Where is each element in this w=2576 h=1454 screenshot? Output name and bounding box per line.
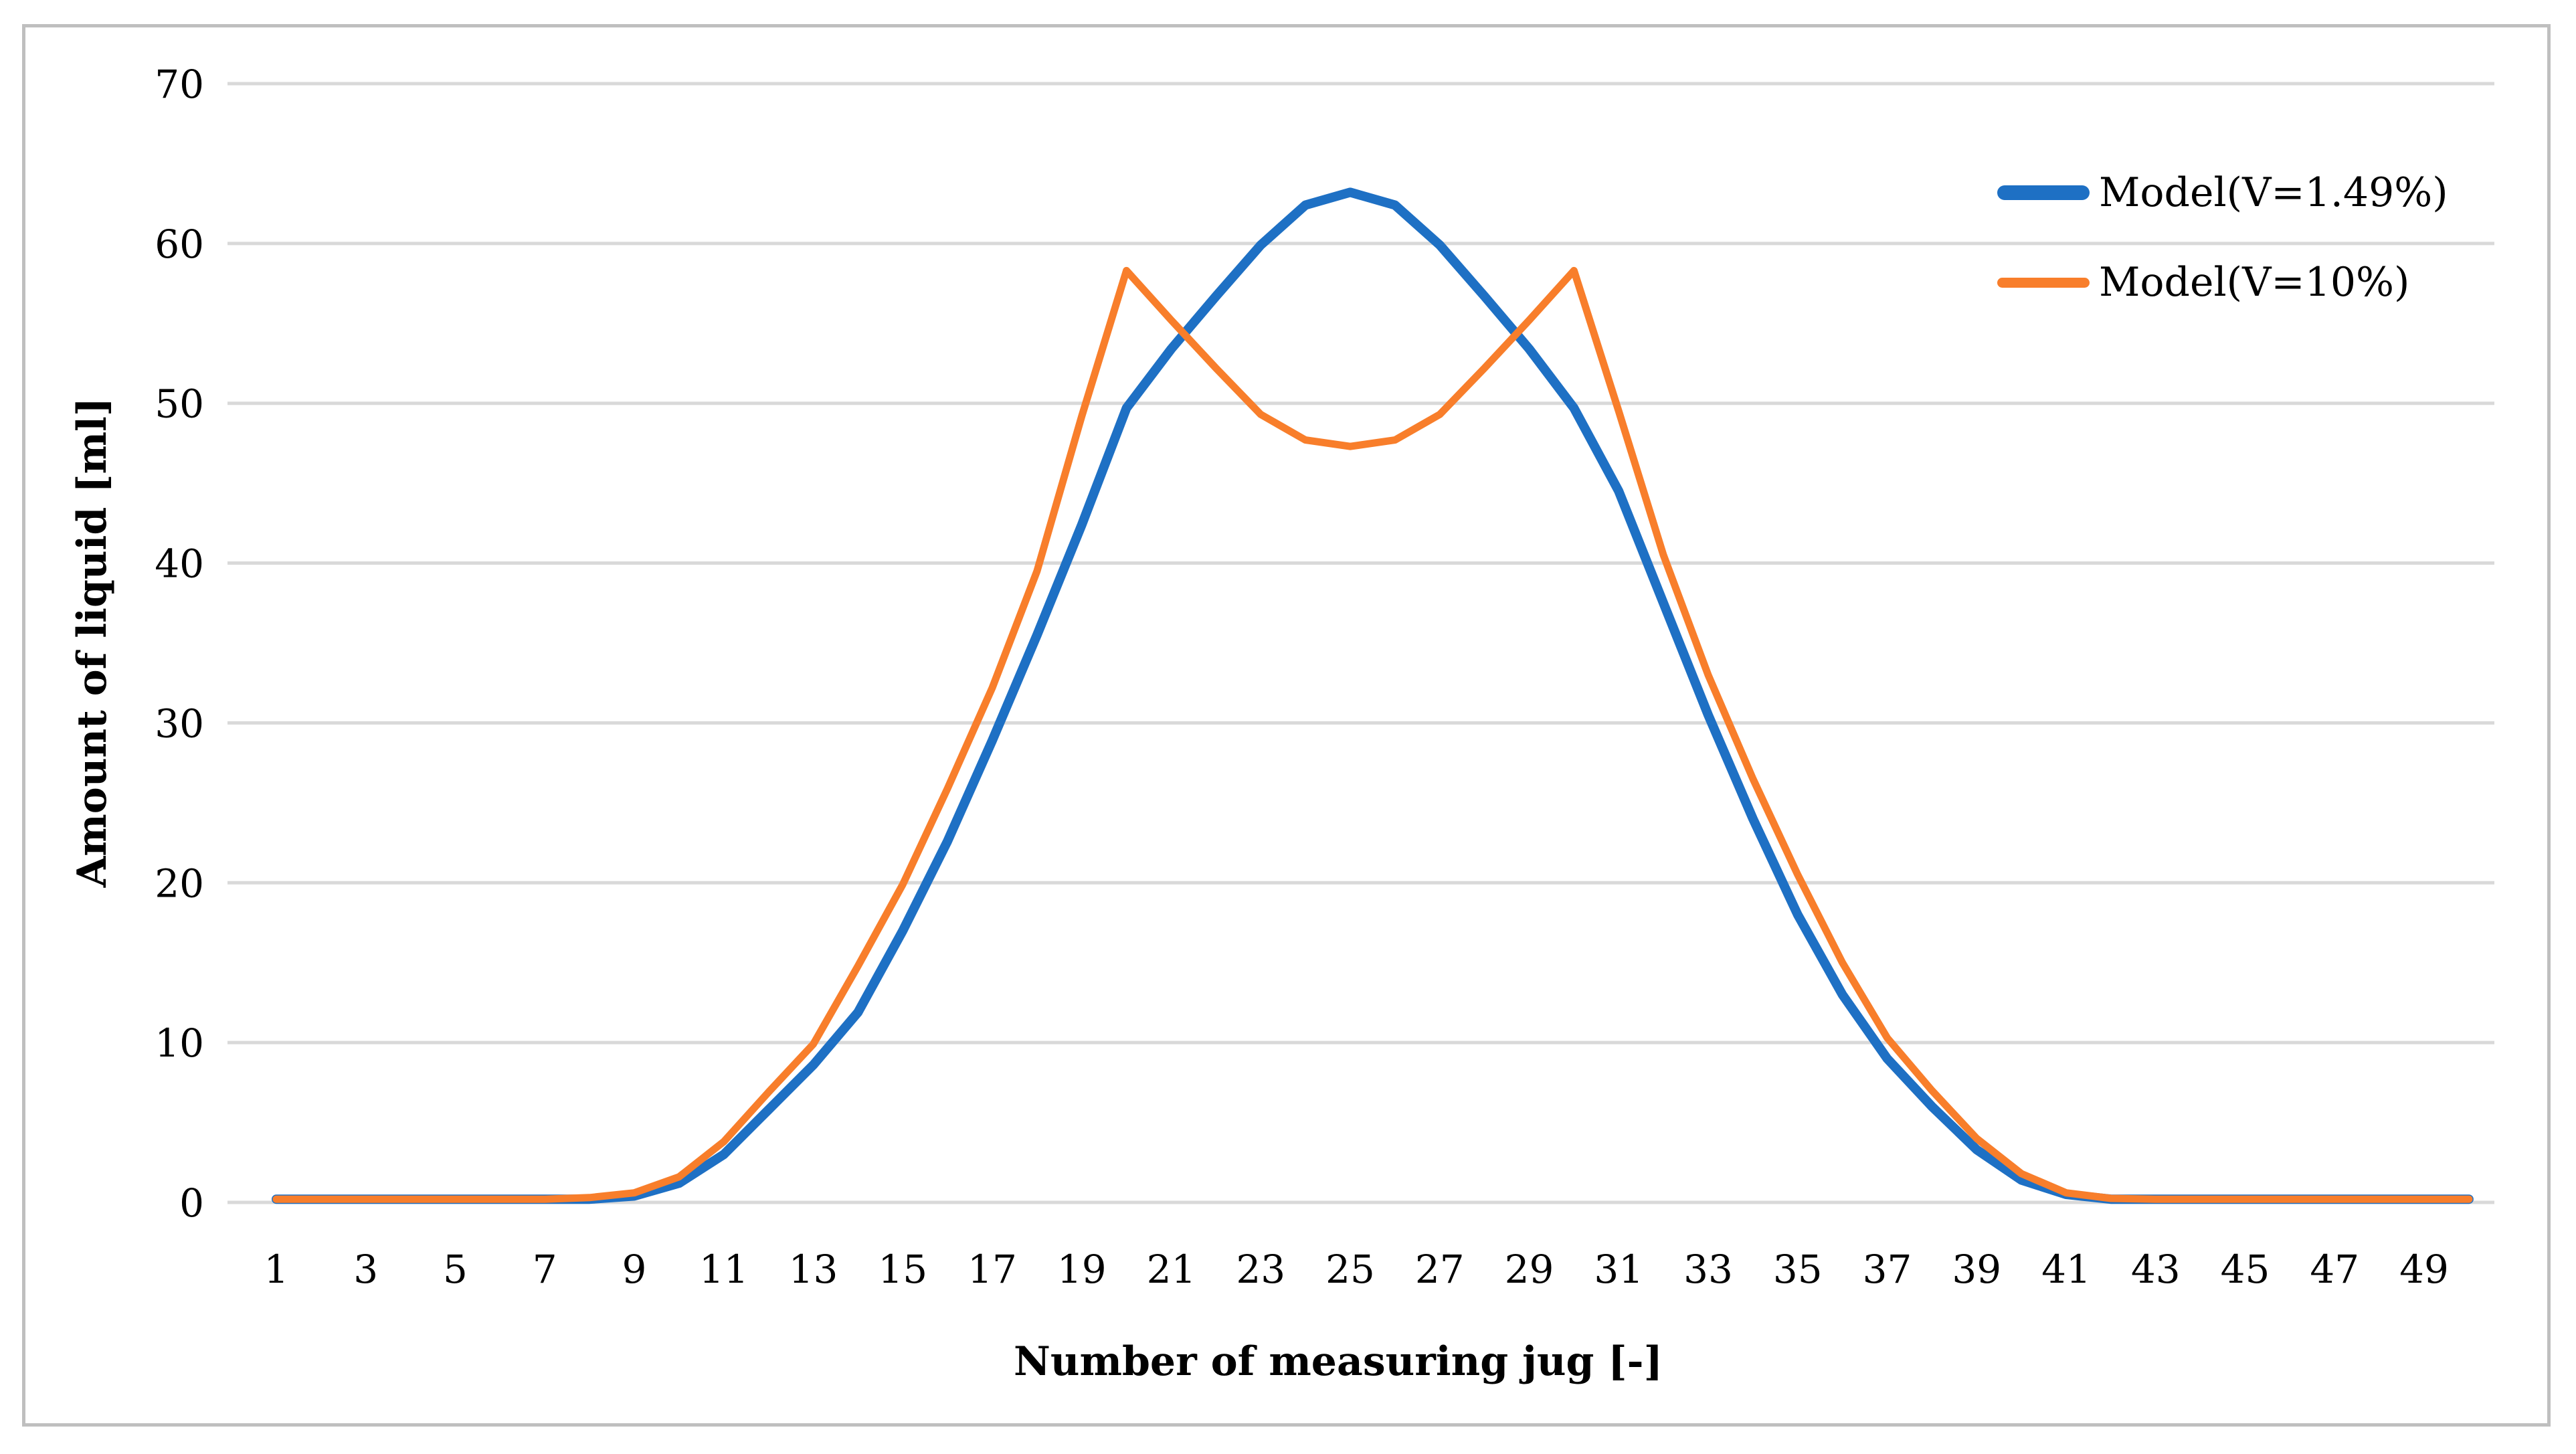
x-tick-label-29: 29	[1505, 1247, 1554, 1292]
y-tick-label-20: 20	[155, 860, 204, 906]
x-tick-label-39: 39	[1952, 1247, 2001, 1292]
y-tick-labels-group: 0 10 20 30 40 50 60 70	[155, 62, 204, 1226]
x-tick-label-25: 25	[1325, 1247, 1375, 1292]
x-tick-label-1: 1	[264, 1247, 289, 1292]
x-axis-title: Number of measuring jug [-]	[1014, 1338, 1663, 1385]
legend-swatch-orange-line	[1997, 277, 2090, 288]
x-tick-label-15: 15	[878, 1247, 927, 1292]
legend-label-model-v10: Model(V=10%)	[2099, 259, 2410, 306]
legend-label-model-v149: Model(V=1.49%)	[2099, 169, 2448, 216]
legend-item-model-v149: Model(V=1.49%)	[1997, 169, 2448, 217]
x-tick-label-5: 5	[443, 1247, 468, 1292]
y-tick-label-0: 0	[179, 1180, 204, 1226]
x-tick-label-33: 33	[1683, 1247, 1733, 1292]
x-tick-label-45: 45	[2221, 1247, 2270, 1292]
x-tick-label-9: 9	[622, 1247, 647, 1292]
chart-frame-border	[22, 24, 2551, 1427]
line-model-v10	[272, 266, 2473, 1203]
legend: Model(V=1.49%) Model(V=10%)	[1997, 169, 2448, 348]
x-tick-label-21: 21	[1147, 1247, 1196, 1292]
x-tick-label-37: 37	[1863, 1247, 1912, 1292]
x-tick-label-31: 31	[1594, 1247, 1643, 1292]
x-tick-label-47: 47	[2310, 1247, 2359, 1292]
legend-swatch-blue-line	[1997, 185, 2090, 200]
y-tick-label-30: 30	[155, 701, 204, 746]
y-tick-label-50: 50	[155, 381, 204, 427]
y-tick-label-10: 10	[155, 1020, 204, 1066]
x-tick-label-3: 3	[353, 1247, 378, 1292]
x-tick-label-11: 11	[699, 1247, 749, 1292]
y-axis-title: Amount of liquid [ml]	[69, 397, 116, 888]
x-tick-label-27: 27	[1415, 1247, 1465, 1292]
x-tick-label-17: 17	[968, 1247, 1017, 1292]
x-tick-label-7: 7	[533, 1247, 557, 1292]
y-tick-label-70: 70	[155, 62, 204, 107]
x-tick-labels-group: 1 3 5 7 9 11 13 15 17 19 21 23 25 27 29 31 33 35 37 39 41 43 4…	[264, 1247, 2449, 1292]
y-tick-label-40: 40	[155, 541, 204, 587]
series-lines-group	[272, 187, 2474, 1204]
legend-item-model-v10: Model(V=10%)	[1997, 258, 2448, 306]
y-tick-label-60: 60	[155, 221, 204, 267]
x-tick-label-35: 35	[1773, 1247, 1823, 1292]
x-tick-label-41: 41	[2041, 1247, 2091, 1292]
x-tick-label-43: 43	[2131, 1247, 2181, 1292]
x-tick-label-19: 19	[1057, 1247, 1107, 1292]
x-tick-label-13: 13	[789, 1247, 838, 1292]
x-tick-label-49: 49	[2399, 1247, 2449, 1292]
x-tick-label-23: 23	[1236, 1247, 1285, 1292]
